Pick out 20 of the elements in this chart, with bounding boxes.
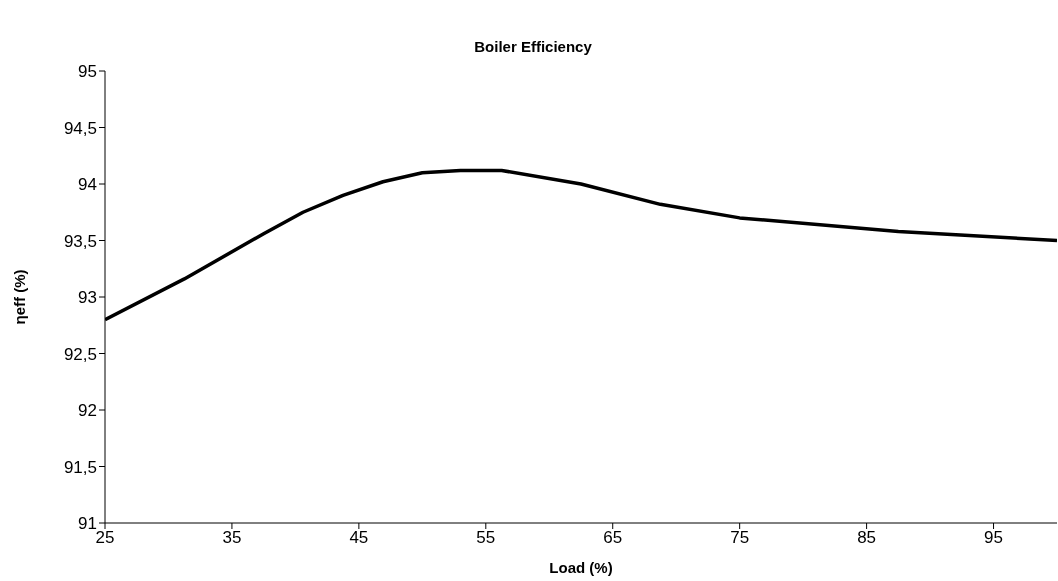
x-tick-label: 25 — [95, 528, 115, 548]
x-tick-label: 65 — [603, 528, 623, 548]
x-tick-label: 95 — [984, 528, 1003, 548]
y-tick-label: 95 — [78, 62, 97, 82]
x-axis-title: Load (%) — [549, 559, 613, 576]
y-tick-label: 92 — [78, 401, 97, 421]
y-axis-title: ηeff (%) — [11, 269, 29, 325]
y-tick-label: 92,5 — [63, 344, 97, 364]
chart-title: Boiler Efficiency — [473, 38, 593, 55]
x-tick-label: 75 — [730, 528, 750, 548]
y-tick-label: 94 — [78, 175, 97, 195]
y-tick-label: 93,5 — [63, 231, 97, 251]
y-tick-label: 91,5 — [63, 457, 97, 477]
y-tick-label: 93 — [78, 288, 97, 308]
y-tick-label: 91 — [78, 514, 97, 534]
x-tick-label: 45 — [349, 528, 369, 548]
x-tick-label: 55 — [476, 528, 496, 548]
y-tick-label: 94,5 — [63, 118, 97, 138]
x-tick-label: 35 — [222, 528, 242, 548]
x-tick-label: 85 — [857, 528, 877, 548]
